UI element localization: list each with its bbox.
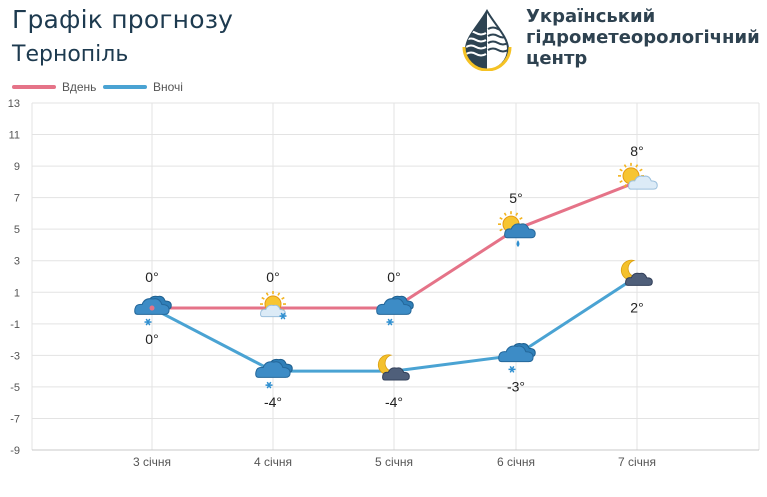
data-label-day: 5° — [509, 190, 522, 206]
legend-label-day: Вдень — [62, 80, 97, 94]
sun-cloud-icon — [618, 162, 658, 190]
sun-ray — [281, 296, 285, 300]
snowflake-stroke — [266, 381, 272, 389]
legend-label-night: Вночі — [153, 80, 183, 94]
x-tick-label: 4 січня — [254, 455, 292, 469]
snowflake-stroke — [509, 365, 515, 373]
sun-ray — [499, 216, 503, 220]
y-tick-label: -7 — [10, 413, 20, 425]
snowflake-icon — [508, 365, 516, 373]
snowflake-icon — [265, 381, 273, 389]
x-tick-label: 3 січня — [133, 455, 171, 469]
sun-ray — [639, 168, 643, 172]
sun-ray — [277, 292, 281, 296]
snowflake-stroke — [387, 318, 393, 326]
sun-ray — [623, 164, 627, 168]
cloud-snow-icon — [255, 358, 293, 389]
sun-cloud-rain-icon — [498, 211, 536, 248]
legend-swatch-day — [12, 85, 56, 89]
legend-item-day[interactable]: Вдень — [12, 80, 96, 94]
y-tick-label: 9 — [14, 161, 20, 173]
cloud-front — [625, 272, 653, 286]
rain-drop-icon — [516, 240, 520, 248]
legend-item-night[interactable]: Вночі — [103, 80, 183, 94]
y-tick-label: 13 — [8, 98, 20, 110]
sun-ray — [619, 180, 623, 184]
org-line-1: Український — [526, 6, 656, 27]
data-label-day: 0° — [145, 269, 158, 285]
cloud-snow-icon — [376, 295, 414, 326]
x-tick-label: 5 січня — [375, 455, 413, 469]
x-tick-label: 7 січня — [618, 455, 656, 469]
cloud-front — [504, 223, 536, 239]
sun-ray — [635, 164, 639, 168]
cloud-snow-icon — [134, 295, 172, 326]
hydromet-logo-icon — [462, 9, 512, 71]
data-label-night: 0° — [145, 331, 158, 347]
data-label-night: -4° — [264, 394, 282, 410]
cloud-snow-icon — [498, 343, 536, 373]
y-tick-label: 1 — [14, 287, 20, 299]
sun-ray — [515, 212, 519, 216]
data-label-night: -3° — [507, 378, 525, 394]
sun-ray — [519, 216, 523, 220]
sun-ray — [503, 212, 507, 216]
cloud-front — [255, 361, 291, 378]
data-point-day — [149, 305, 155, 311]
y-tick-label: -3 — [10, 350, 20, 362]
cloud-front — [382, 367, 410, 381]
y-tick-label: -1 — [10, 319, 20, 331]
sun-ray — [261, 296, 265, 300]
y-tick-label: -9 — [10, 445, 20, 457]
legend-swatch-night — [103, 85, 147, 89]
snowflake-stroke — [280, 312, 286, 320]
data-label-day: 0° — [266, 269, 279, 285]
sun-ray — [499, 228, 503, 232]
snowflake-stroke — [145, 318, 151, 326]
y-tick-label: 3 — [14, 256, 20, 268]
org-line-3: центр — [526, 48, 588, 69]
cloud-front — [376, 298, 412, 315]
org-line-2: гідрометеорологічний — [526, 27, 760, 48]
chart-title: Графік прогнозу — [12, 5, 234, 34]
sun-ray — [265, 292, 269, 296]
moon-cloud-icon — [377, 354, 410, 381]
y-tick-label: -5 — [10, 382, 20, 394]
organization-name: Український гідрометеорологічний центр — [526, 6, 766, 69]
cloud-front — [498, 345, 534, 363]
data-label-night: -4° — [385, 394, 403, 410]
data-label-day: 8° — [630, 143, 643, 159]
x-tick-label: 6 січня — [497, 455, 535, 469]
data-label-night: 2° — [630, 300, 643, 316]
sun-ray — [619, 168, 623, 172]
grid-lines — [31, 102, 760, 451]
snowflake-icon — [144, 318, 152, 326]
snowflake-icon — [279, 312, 287, 320]
data-label-day: 0° — [387, 269, 400, 285]
y-tick-label: 5 — [14, 224, 20, 236]
sun-ray — [623, 184, 627, 188]
snowflake-icon — [386, 318, 394, 326]
cloud-front — [628, 175, 658, 190]
moon-cloud-icon — [620, 259, 653, 286]
sun-cloud-snow-icon — [260, 291, 287, 320]
y-tick-label: 11 — [9, 130, 20, 142]
city-name: Тернопіль — [12, 42, 129, 67]
y-tick-label: 7 — [14, 193, 20, 205]
cloud-front — [260, 304, 286, 318]
